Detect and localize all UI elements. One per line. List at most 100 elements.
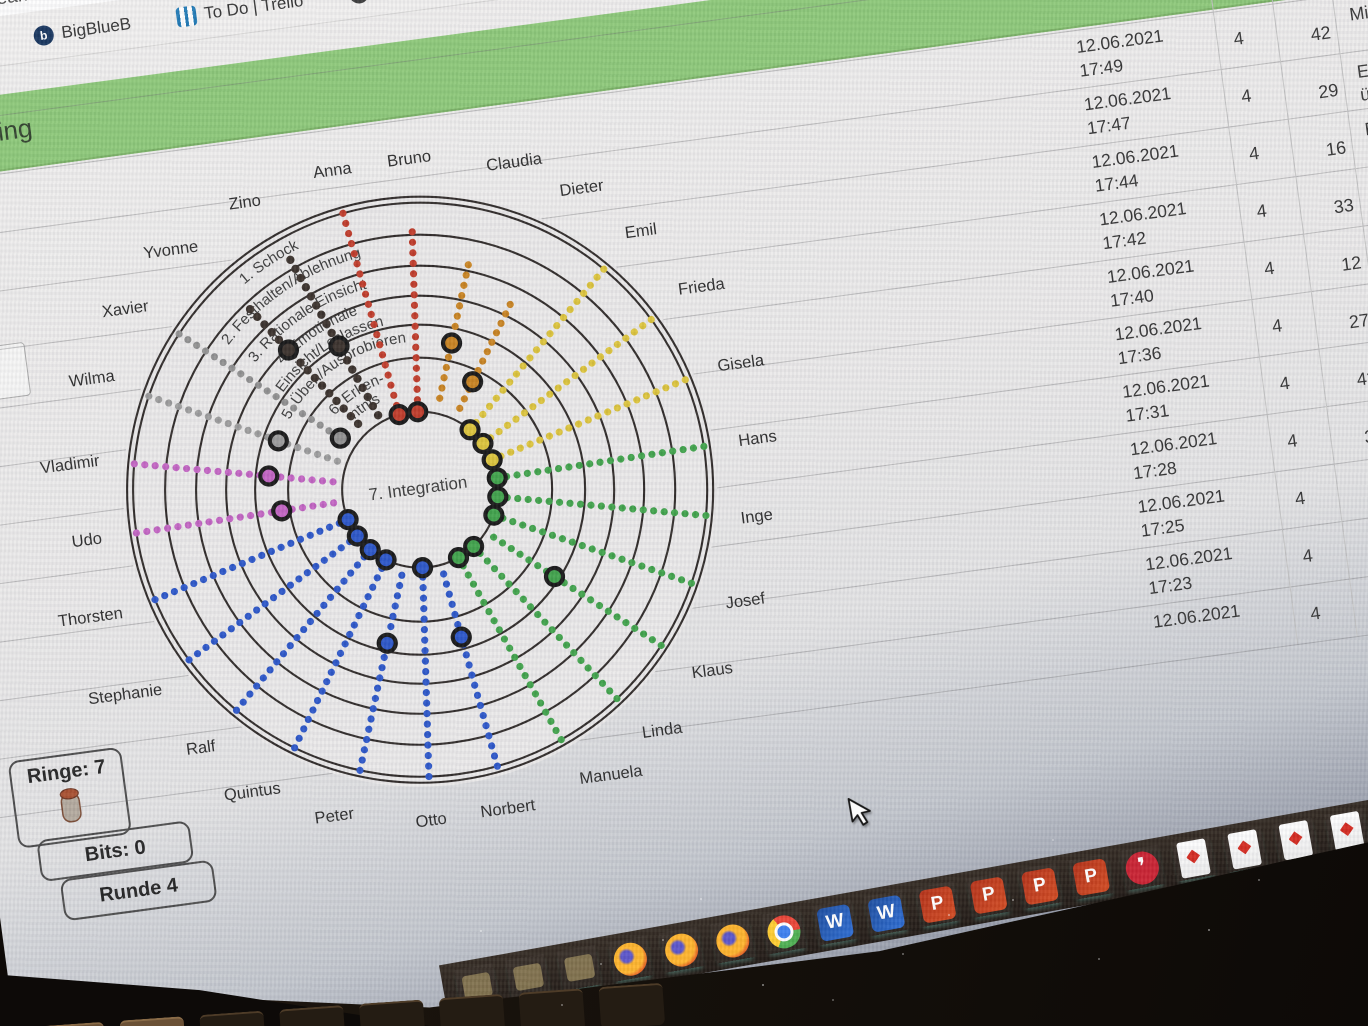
powerpoint-taskbar-button[interactable]: P [915, 881, 960, 927]
player-token-klaus[interactable] [543, 565, 566, 588]
player-token-yvonne[interactable] [277, 339, 300, 361]
trail-dot [485, 732, 493, 740]
player-token-frieda[interactable] [472, 432, 494, 455]
red-badge-taskbar-button[interactable]: ❜ [1120, 844, 1165, 890]
cell-round: 4 [1243, 233, 1311, 300]
trail-dot [342, 219, 350, 227]
side-panel-handle[interactable] [0, 341, 32, 401]
word-taskbar-button[interactable]: W [812, 899, 857, 945]
player-token-quintus[interactable] [375, 549, 397, 571]
player-token-peter[interactable] [376, 632, 398, 654]
player-token-manuela[interactable] [447, 547, 470, 569]
player-token-josef[interactable] [483, 504, 505, 526]
trail-dot [317, 310, 326, 319]
pdf-taskbar-button[interactable] [1171, 835, 1216, 881]
firefox-taskbar-button[interactable] [659, 927, 704, 973]
powerpoint-taskbar-button[interactable]: P [966, 872, 1011, 918]
trail-dot [512, 588, 520, 596]
player-token-dieter[interactable] [462, 371, 484, 393]
trail-dot [237, 370, 245, 378]
player-token-gisela[interactable] [481, 449, 503, 471]
player-token-thorsten[interactable] [337, 508, 359, 531]
trail-dot [639, 630, 648, 638]
trail-dot [483, 348, 491, 356]
trail-dot [424, 751, 432, 760]
powerpoint-taskbar-button[interactable]: P [1017, 863, 1062, 909]
player-token-claudia[interactable] [440, 332, 463, 354]
bookmark-bigblueb[interactable]: b BigBlueB [32, 13, 132, 47]
player-token-xavier[interactable] [329, 427, 351, 449]
bookmark-to-do-trello[interactable]: To Do | Trello [175, 0, 304, 28]
trail-dot [263, 387, 271, 395]
trail-dot [364, 593, 372, 601]
pdf-taskbar-button[interactable] [1222, 826, 1267, 872]
trail-dot [618, 555, 626, 563]
trail-dot [184, 406, 193, 414]
trail-dot [604, 607, 612, 615]
word-icon: W [867, 894, 906, 933]
trail-dot [312, 562, 320, 571]
trail-dot [617, 455, 625, 463]
trail-dot [337, 544, 345, 552]
trail-dot [565, 424, 573, 432]
trail-dot [529, 524, 537, 533]
word-taskbar-button[interactable]: W [864, 890, 909, 936]
trail-dot [340, 577, 348, 585]
trail-dot [310, 373, 320, 383]
trail-dot [380, 653, 388, 662]
pdf-icon [1278, 819, 1314, 861]
trail-dot [495, 427, 503, 436]
powerpoint-icon: P [969, 875, 1008, 915]
firefox-taskbar-button[interactable] [710, 917, 755, 963]
player-token-hans[interactable] [486, 467, 508, 489]
folder-taskbar-button[interactable] [556, 945, 601, 991]
player-token-anna[interactable] [388, 403, 410, 426]
player-token-otto[interactable] [411, 557, 434, 579]
powerpoint-taskbar-button[interactable]: P [1068, 854, 1113, 900]
bookmark-intranet[interactable]: ➤ Intranet [347, 0, 435, 5]
trail-dot [363, 392, 372, 402]
cell-points: 29 [1280, 53, 1348, 119]
player-token-ralf[interactable] [359, 539, 381, 561]
trail-dot [201, 347, 210, 355]
trail-dot [258, 551, 266, 560]
trail-dot [364, 300, 372, 308]
player-token-vladimir[interactable] [258, 465, 280, 487]
pdf-taskbar-button[interactable] [1273, 817, 1318, 863]
pdf-taskbar-button[interactable] [1324, 808, 1368, 854]
player-token-emil[interactable] [459, 419, 481, 441]
player-token-stephanie[interactable] [346, 525, 368, 547]
player-token-linda[interactable] [463, 535, 485, 558]
trail-dot [631, 624, 639, 632]
chrome-taskbar-button[interactable] [761, 908, 806, 954]
trail-dot [658, 569, 666, 577]
player-name-gisela: Gisela [716, 351, 766, 375]
trail-dot [424, 730, 432, 739]
trail-dot [586, 281, 594, 289]
firefox-taskbar-button[interactable] [608, 936, 653, 982]
player-token-wilma[interactable] [267, 430, 289, 452]
trail-dot [559, 313, 568, 322]
trail-dot [440, 570, 448, 578]
trail-dot [381, 361, 389, 369]
trail-dot [513, 471, 521, 479]
trail-dot [261, 600, 269, 608]
player-token-norbert[interactable] [450, 626, 472, 648]
trail-dot [539, 338, 547, 346]
player-token-zino[interactable] [328, 335, 350, 357]
trail-dot [521, 672, 529, 680]
trail-dot [557, 736, 565, 744]
player-token-bruno[interactable] [407, 401, 429, 423]
cell-points: 32 [1326, 398, 1368, 464]
trail-dot [622, 619, 630, 627]
player-token-inge[interactable] [487, 486, 509, 508]
trail-dot [332, 659, 340, 667]
player-token-udo[interactable] [271, 500, 293, 522]
player-name-peter: Peter [314, 804, 356, 827]
trail-dot [303, 569, 312, 577]
trail-dot [469, 580, 478, 588]
trail-dot [475, 589, 483, 597]
player-name-hans: Hans [737, 427, 778, 450]
trail-dot [333, 457, 342, 465]
trail-dot [235, 469, 243, 477]
